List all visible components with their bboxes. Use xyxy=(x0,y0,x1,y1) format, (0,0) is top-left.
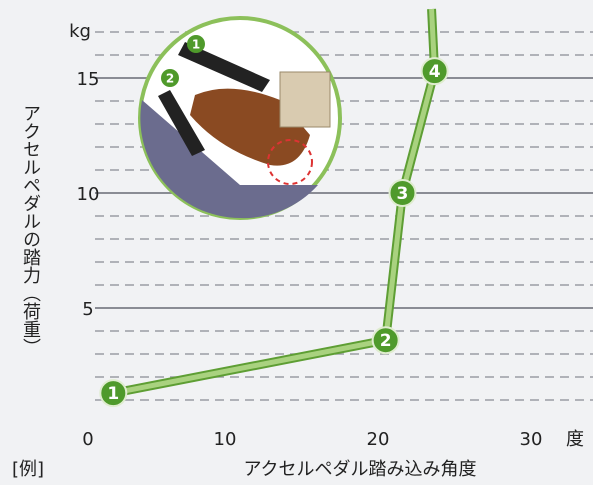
point xyxy=(388,179,417,207)
point-label: 4 xyxy=(429,62,441,82)
inset-marker xyxy=(187,35,205,53)
x-tick-label: 20 xyxy=(367,429,390,450)
pedal-2 xyxy=(158,90,205,156)
highlight xyxy=(267,139,313,185)
sock xyxy=(279,71,331,128)
point xyxy=(99,379,128,408)
origin-label: 0 xyxy=(82,429,93,450)
point-label: 1 xyxy=(107,384,119,404)
point-label: 2 xyxy=(380,331,392,351)
x-axis-label: アクセルペダル踏み込み角度 xyxy=(243,459,476,480)
y-tick-label: 15 xyxy=(77,69,100,90)
x-unit: 度 xyxy=(566,429,584,450)
note: [例] xyxy=(12,459,44,480)
point xyxy=(420,57,449,86)
y-axis-label: アクセルペダルの踏力（荷重） xyxy=(20,104,41,356)
inset-illustration: 12 xyxy=(138,16,342,220)
y-unit: kg xyxy=(69,21,91,42)
inset-label: 2 xyxy=(166,72,174,86)
x-tick-label: 10 xyxy=(214,429,237,450)
inset-marker xyxy=(161,69,179,87)
point-label: 3 xyxy=(397,184,409,204)
floor xyxy=(140,100,318,219)
inset-label: 1 xyxy=(192,38,200,52)
x-tick-label: 30 xyxy=(520,429,543,450)
y-tick-label: 10 xyxy=(77,184,100,205)
point xyxy=(371,326,400,355)
y-tick-label: 5 xyxy=(82,299,93,320)
pedal-1 xyxy=(178,42,270,92)
